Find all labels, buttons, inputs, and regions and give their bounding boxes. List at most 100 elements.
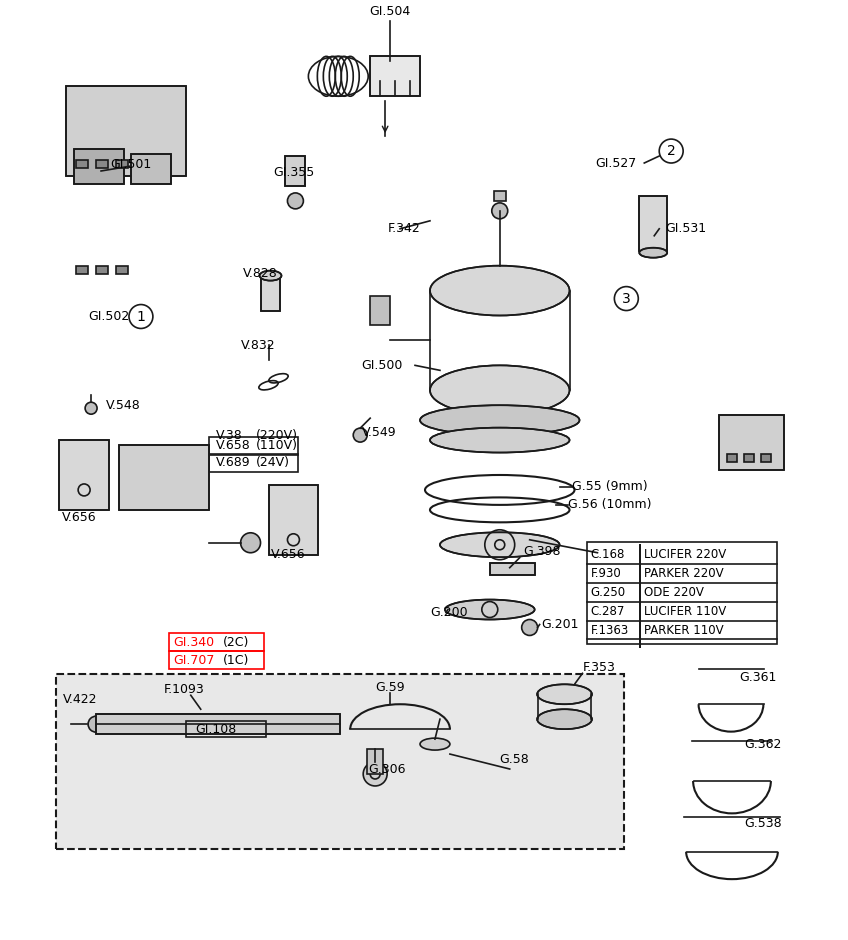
- Ellipse shape: [639, 248, 667, 258]
- Ellipse shape: [259, 271, 282, 281]
- Bar: [744, 454, 754, 462]
- Circle shape: [88, 716, 104, 732]
- Bar: [719, 415, 784, 470]
- Ellipse shape: [420, 405, 579, 435]
- Bar: [131, 154, 170, 184]
- Text: GI.340: GI.340: [173, 636, 214, 649]
- Text: V.38: V.38: [215, 429, 243, 442]
- Text: GI.504: GI.504: [370, 5, 410, 18]
- Text: GI.355: GI.355: [273, 166, 314, 180]
- Text: LUCIFER 220V: LUCIFER 220V: [644, 548, 727, 561]
- Text: (1C): (1C): [223, 654, 249, 666]
- Text: 3: 3: [622, 291, 631, 306]
- Circle shape: [522, 619, 538, 635]
- Bar: [116, 266, 128, 274]
- Bar: [74, 149, 124, 184]
- Bar: [209, 437, 298, 455]
- Bar: [719, 415, 784, 470]
- Bar: [490, 563, 534, 574]
- Circle shape: [659, 139, 683, 163]
- Text: F.1363: F.1363: [590, 624, 628, 637]
- Bar: [96, 160, 108, 168]
- Text: LUCIFER 110V: LUCIFER 110V: [644, 605, 727, 618]
- Text: V.832: V.832: [241, 339, 276, 352]
- Text: PARKER 110V: PARKER 110V: [644, 624, 724, 637]
- Bar: [59, 440, 109, 509]
- Ellipse shape: [537, 684, 592, 704]
- Text: G.398: G.398: [524, 545, 561, 558]
- Text: G.58: G.58: [499, 753, 528, 765]
- Text: G.200: G.200: [430, 606, 467, 619]
- Text: V.422: V.422: [64, 693, 98, 706]
- Bar: [269, 485, 318, 555]
- Text: (2C): (2C): [223, 636, 249, 649]
- Bar: [76, 266, 88, 274]
- Bar: [209, 454, 298, 472]
- Text: G.538: G.538: [744, 818, 782, 830]
- Text: G.59: G.59: [376, 681, 405, 694]
- Text: V.549: V.549: [362, 426, 397, 439]
- Circle shape: [363, 762, 388, 786]
- Bar: [96, 714, 340, 734]
- Text: G.55 (9mm): G.55 (9mm): [572, 480, 647, 494]
- Text: GI.108: GI.108: [195, 723, 237, 736]
- Text: (110V): (110V): [255, 439, 298, 451]
- Bar: [131, 154, 170, 184]
- Bar: [119, 445, 209, 509]
- Text: GI.500: GI.500: [361, 359, 403, 372]
- Text: (220V): (220V): [255, 429, 298, 442]
- Ellipse shape: [430, 428, 570, 452]
- Text: GI.502: GI.502: [88, 310, 130, 323]
- Bar: [260, 275, 281, 310]
- Bar: [96, 714, 340, 734]
- Bar: [76, 160, 88, 168]
- Bar: [761, 454, 771, 462]
- Text: V.548: V.548: [106, 399, 141, 412]
- Text: GI.501: GI.501: [110, 158, 152, 170]
- Bar: [367, 749, 383, 774]
- Bar: [494, 191, 505, 201]
- Bar: [74, 149, 124, 184]
- Bar: [286, 156, 305, 186]
- Ellipse shape: [430, 266, 570, 316]
- Bar: [56, 674, 624, 849]
- Bar: [66, 86, 186, 176]
- Bar: [169, 651, 264, 669]
- Bar: [260, 275, 281, 310]
- Text: G.306: G.306: [368, 762, 405, 775]
- Text: V.658: V.658: [215, 439, 250, 451]
- Bar: [96, 266, 108, 274]
- Bar: [59, 440, 109, 509]
- Circle shape: [287, 193, 304, 209]
- Text: G.201: G.201: [542, 618, 579, 631]
- Circle shape: [492, 203, 508, 219]
- Text: V.828: V.828: [243, 267, 278, 280]
- Text: C.287: C.287: [590, 605, 625, 618]
- Bar: [639, 196, 667, 251]
- Bar: [371, 56, 420, 96]
- Bar: [490, 563, 534, 574]
- Text: V.689: V.689: [215, 456, 250, 468]
- Text: V.656: V.656: [62, 511, 97, 525]
- Bar: [639, 196, 667, 251]
- Circle shape: [85, 402, 97, 415]
- Bar: [588, 541, 777, 645]
- Circle shape: [241, 533, 260, 553]
- Text: 2: 2: [667, 144, 676, 158]
- Circle shape: [354, 428, 367, 442]
- Ellipse shape: [445, 600, 534, 619]
- Bar: [186, 721, 265, 737]
- Bar: [371, 56, 420, 96]
- Text: 1: 1: [137, 309, 145, 323]
- Bar: [116, 160, 128, 168]
- Text: F.342: F.342: [388, 222, 421, 235]
- Bar: [727, 454, 737, 462]
- Ellipse shape: [440, 532, 560, 557]
- Bar: [119, 445, 209, 509]
- Text: G.362: G.362: [744, 738, 781, 751]
- Text: G.250: G.250: [590, 587, 626, 599]
- Text: PARKER 220V: PARKER 220V: [644, 567, 724, 580]
- Text: V.656: V.656: [271, 548, 306, 561]
- Ellipse shape: [537, 709, 592, 729]
- Ellipse shape: [420, 738, 450, 750]
